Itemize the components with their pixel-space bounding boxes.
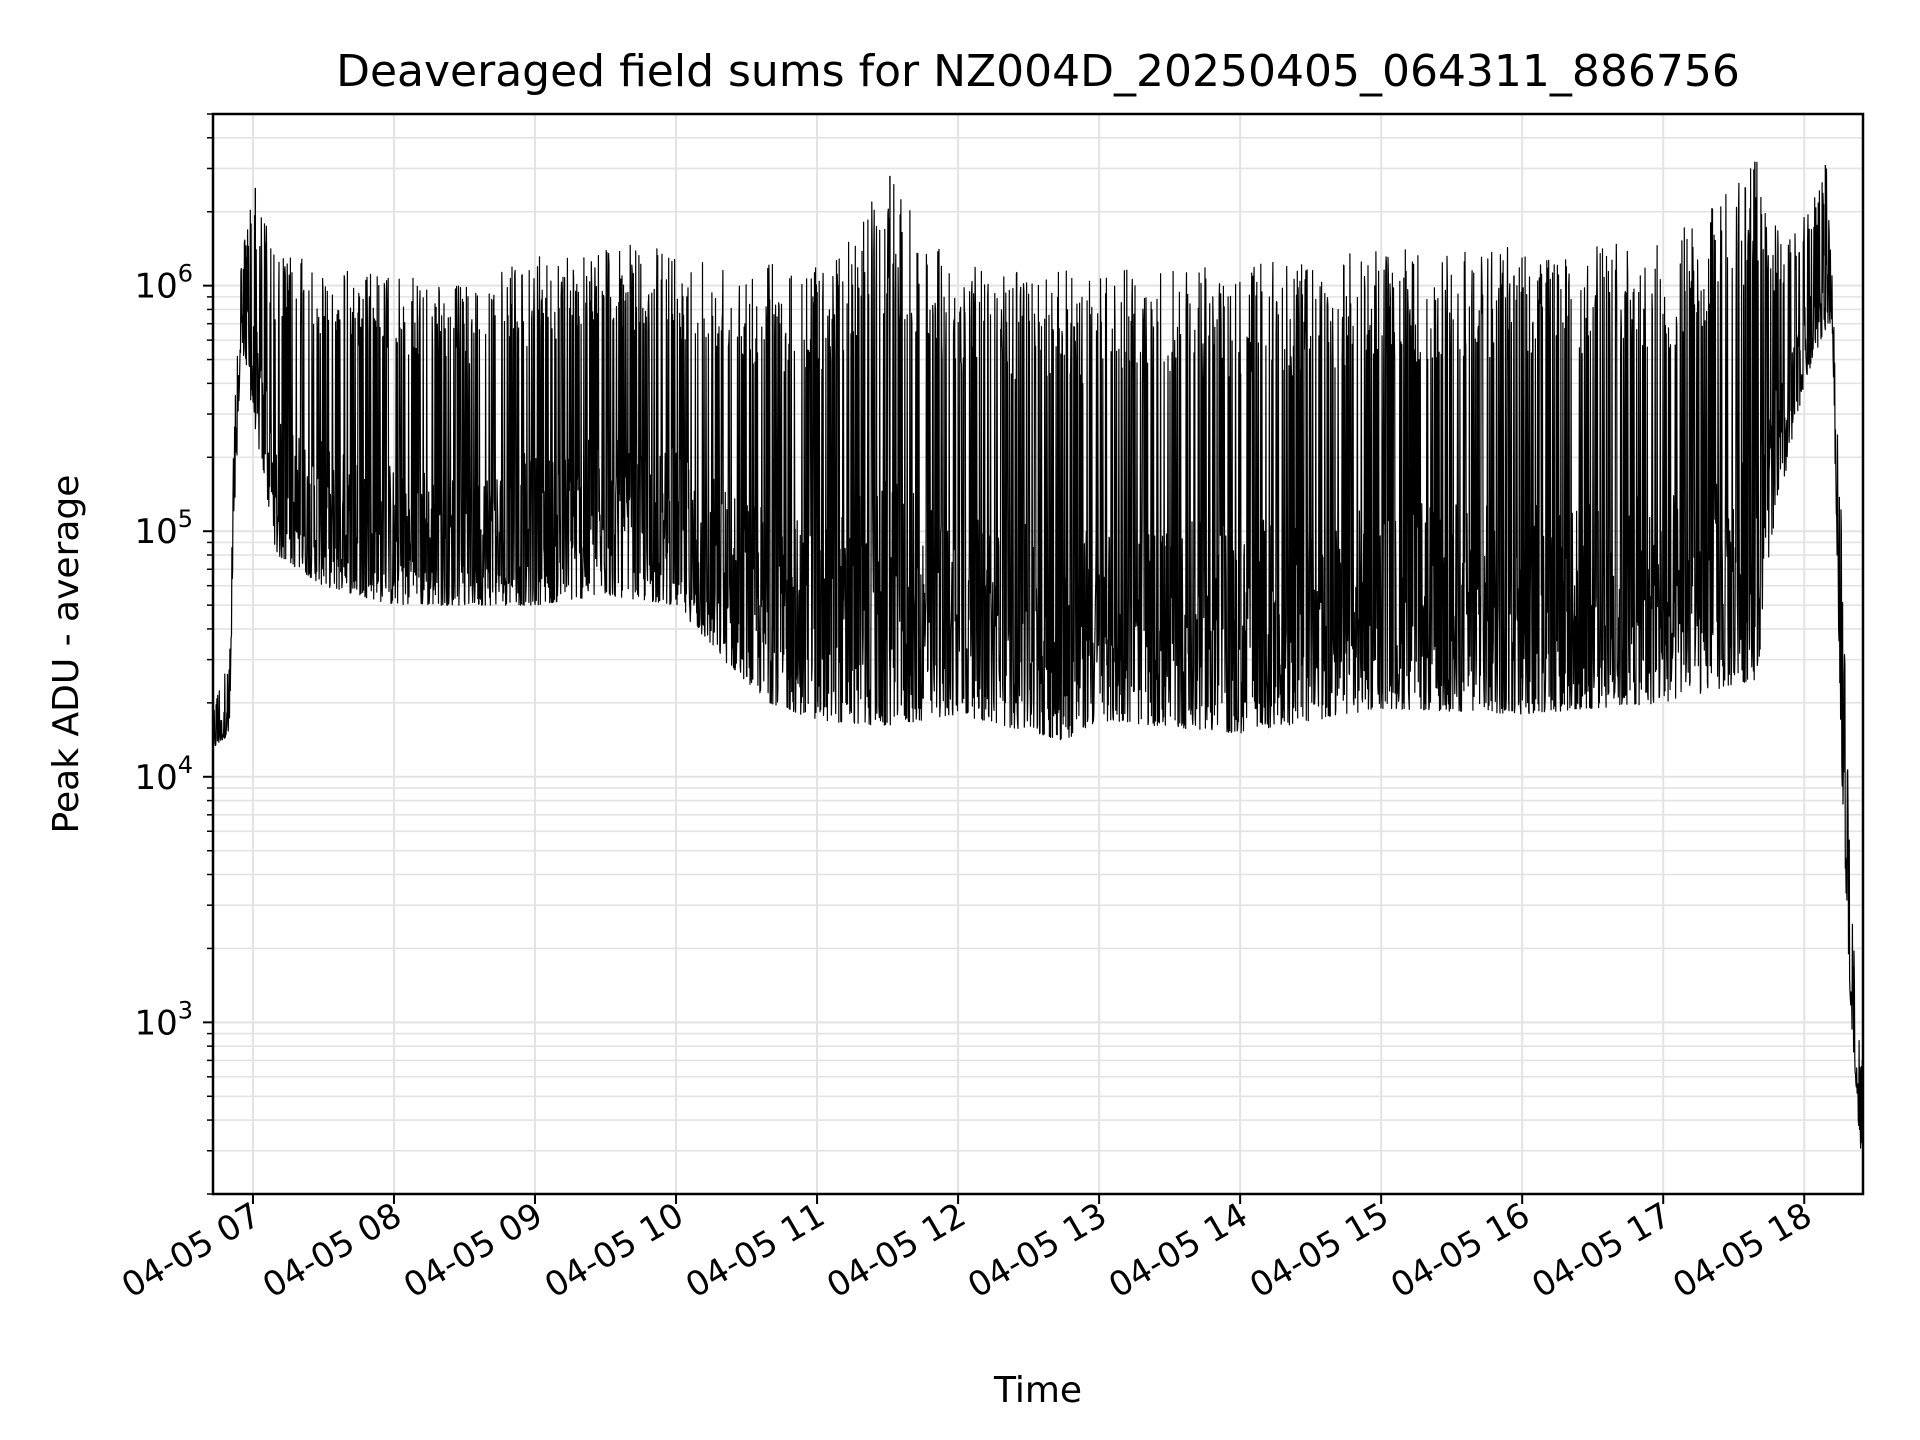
- y-axis-title: Peak ADU - average: [46, 475, 87, 834]
- series-line: [212, 161, 1864, 1149]
- plot-frame: [211, 112, 1865, 1196]
- y-tick-label: 104: [134, 751, 193, 798]
- chart-title: Deaveraged field sums for NZ004D_2025040…: [336, 46, 1740, 97]
- x-axis-title: Time: [993, 1370, 1082, 1411]
- y-tick-label: 105: [134, 505, 193, 552]
- series-layer: [212, 161, 1864, 1149]
- y-tick-label: 103: [134, 996, 193, 1043]
- y-tick-label: 106: [134, 260, 193, 307]
